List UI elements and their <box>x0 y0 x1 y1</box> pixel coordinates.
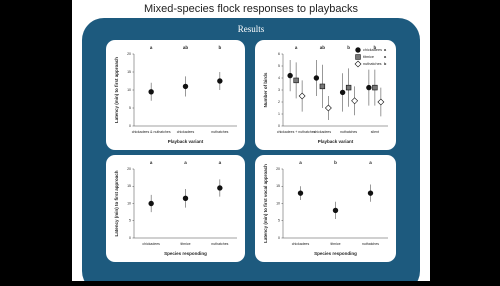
point <box>148 200 154 207</box>
significance-letter: ab <box>320 45 326 50</box>
x-axis-label: Playback variant <box>318 139 354 144</box>
significance-letter: b <box>374 45 377 50</box>
point <box>345 84 352 91</box>
point <box>372 84 378 91</box>
significance-letter: a <box>295 45 298 50</box>
x-axis-label: Species responding <box>314 251 357 256</box>
y-tick-label: 0 <box>129 124 131 128</box>
y-tick-label: 20 <box>127 52 131 56</box>
point <box>217 185 223 191</box>
y-tick-label: 10 <box>276 201 280 205</box>
x-tick-label: titmice <box>180 242 190 246</box>
y-axis-label: Latency (min) to first approach <box>114 57 119 123</box>
y-axis-label: Latency (min) to first vocal approach <box>263 164 268 243</box>
y-axis-label: Number of birds <box>263 72 268 107</box>
point <box>319 83 326 90</box>
x-tick-label: chickadees + nuthatches <box>277 130 316 134</box>
point <box>293 77 299 84</box>
y-tick-label: 0 <box>278 236 280 240</box>
significance-letter: ab <box>183 45 189 50</box>
point <box>217 78 223 84</box>
x-tick-label: chickadees <box>177 130 195 134</box>
x-tick-label: chickadees & nuthatches <box>132 130 171 134</box>
point <box>148 89 154 95</box>
chart-card <box>255 155 396 262</box>
x-tick-label: chickadees <box>142 242 160 246</box>
point <box>332 207 339 214</box>
legend-letter: a <box>384 55 387 59</box>
y-tick-label: 1 <box>278 112 280 116</box>
point <box>313 75 320 81</box>
x-tick-label: chickadees <box>292 242 310 246</box>
legend-marker <box>354 60 362 68</box>
point <box>182 195 189 202</box>
y-tick-label: 15 <box>127 70 131 74</box>
point <box>297 190 304 196</box>
significance-letter: a <box>150 45 153 50</box>
legend-label: chickadees <box>363 48 382 52</box>
point <box>287 72 293 79</box>
x-tick-label: nuthatches <box>211 130 228 134</box>
slide-title: Mixed-species flock responses to playbac… <box>144 3 358 15</box>
significance-letter: a <box>219 160 222 165</box>
y-tick-label: 4 <box>278 76 280 80</box>
point <box>366 84 372 91</box>
y-tick-label: 5 <box>129 106 131 110</box>
legend-letter: b <box>384 62 387 66</box>
point <box>298 92 306 100</box>
x-tick-label: nuthatches <box>211 242 228 246</box>
y-tick-label: 10 <box>127 201 131 205</box>
x-axis-label: Playback variant <box>168 139 204 144</box>
x-tick-label: chickadees <box>314 130 332 134</box>
significance-letter: a <box>369 160 372 165</box>
y-tick-label: 6 <box>278 52 280 56</box>
x-tick-label: titmice <box>330 242 340 246</box>
y-tick-label: 3 <box>278 88 280 92</box>
significance-letter: b <box>347 45 350 50</box>
chart-card <box>106 155 245 262</box>
x-axis-label: Species responding <box>164 251 207 256</box>
y-tick-label: 20 <box>276 167 280 171</box>
legend-label: titmice <box>363 55 374 59</box>
legend-label: nuthatches <box>363 62 382 66</box>
point <box>182 83 189 90</box>
significance-letter: b <box>218 45 221 50</box>
y-tick-label: 5 <box>278 219 280 223</box>
y-tick-label: 10 <box>127 88 131 92</box>
y-tick-label: 0 <box>129 236 131 240</box>
y-tick-label: 0 <box>278 124 280 128</box>
x-tick-label: nuthatches <box>340 130 357 134</box>
legend-marker <box>355 54 361 60</box>
chart-card <box>106 40 245 150</box>
significance-letter: a <box>150 160 153 165</box>
legend-letter: a <box>384 48 387 52</box>
point <box>377 98 385 106</box>
x-tick-label: silent <box>371 130 379 134</box>
y-tick-label: 5 <box>129 219 131 223</box>
y-tick-label: 5 <box>278 64 280 68</box>
point <box>324 104 332 112</box>
y-tick-label: 20 <box>127 167 131 171</box>
legend-marker <box>355 47 361 53</box>
significance-letter: a <box>299 160 302 165</box>
y-tick-label: 2 <box>278 100 280 104</box>
point <box>367 190 374 196</box>
point <box>351 97 359 105</box>
significance-letter: a <box>184 160 187 165</box>
y-axis-label: Latency (min) to first approach <box>114 170 119 236</box>
y-tick-label: 15 <box>127 184 131 188</box>
results-heading: Results <box>238 24 265 34</box>
point <box>339 89 346 96</box>
x-tick-label: nuthatches <box>362 242 379 246</box>
y-tick-label: 15 <box>276 184 280 188</box>
significance-letter: b <box>334 160 337 165</box>
